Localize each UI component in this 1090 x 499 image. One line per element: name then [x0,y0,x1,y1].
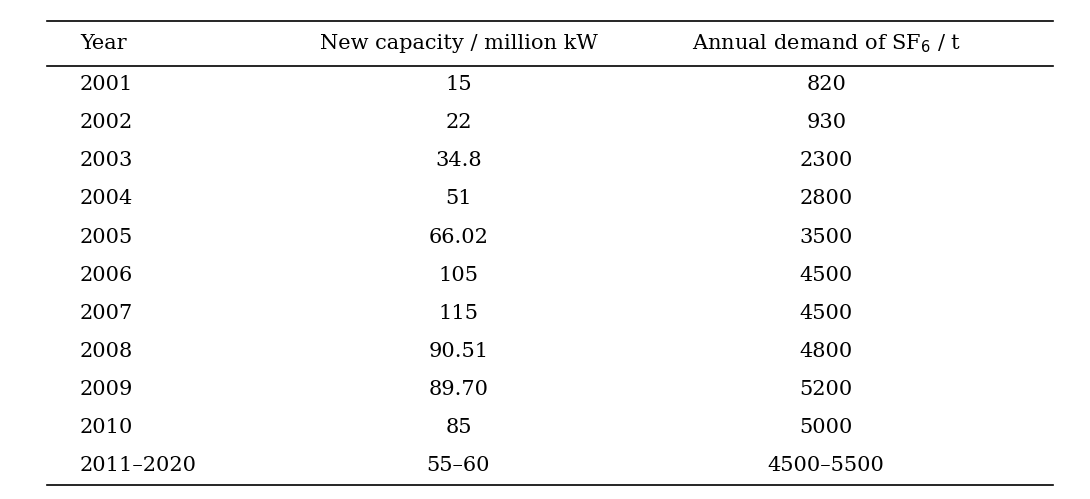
Text: New capacity / million kW: New capacity / million kW [319,34,597,53]
Text: 66.02: 66.02 [428,228,488,247]
Text: 3500: 3500 [800,228,852,247]
Text: 4800: 4800 [800,342,852,361]
Text: 51: 51 [445,190,472,209]
Text: 930: 930 [807,113,846,132]
Text: 2006: 2006 [80,266,133,285]
Text: 2800: 2800 [800,190,852,209]
Text: 5000: 5000 [800,418,852,437]
Text: 4500: 4500 [800,304,852,323]
Text: 105: 105 [438,266,479,285]
Text: 2009: 2009 [80,380,133,399]
Text: 2004: 2004 [80,190,133,209]
Text: 2008: 2008 [80,342,133,361]
Text: 85: 85 [445,418,472,437]
Text: 34.8: 34.8 [435,151,482,170]
Text: 2005: 2005 [80,228,133,247]
Text: 2300: 2300 [800,151,852,170]
Text: 2001: 2001 [80,75,133,94]
Text: 4500–5500: 4500–5500 [767,457,885,476]
Text: 90.51: 90.51 [428,342,488,361]
Text: 5200: 5200 [800,380,852,399]
Text: 820: 820 [807,75,846,94]
Text: 2002: 2002 [80,113,133,132]
Text: Annual demand of SF$_6$ / t: Annual demand of SF$_6$ / t [692,32,960,55]
Text: 55–60: 55–60 [426,457,490,476]
Text: 89.70: 89.70 [428,380,488,399]
Text: 2010: 2010 [80,418,133,437]
Text: 2003: 2003 [80,151,133,170]
Text: Year: Year [80,34,126,53]
Text: 4500: 4500 [800,266,852,285]
Text: 15: 15 [445,75,472,94]
Text: 2011–2020: 2011–2020 [80,457,197,476]
Text: 115: 115 [438,304,479,323]
Text: 2007: 2007 [80,304,133,323]
Text: 22: 22 [445,113,472,132]
